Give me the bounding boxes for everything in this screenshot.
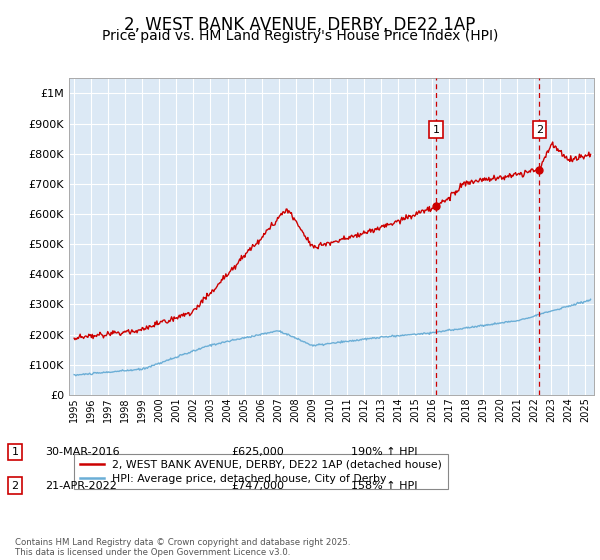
Text: 2: 2 [11, 480, 19, 491]
Text: £625,000: £625,000 [231, 447, 284, 457]
Text: 158% ↑ HPI: 158% ↑ HPI [351, 480, 418, 491]
Text: 1: 1 [11, 447, 19, 457]
Text: 30-MAR-2016: 30-MAR-2016 [45, 447, 119, 457]
Text: 190% ↑ HPI: 190% ↑ HPI [351, 447, 418, 457]
Text: 21-APR-2022: 21-APR-2022 [45, 480, 117, 491]
Text: £747,000: £747,000 [231, 480, 284, 491]
Text: 2: 2 [536, 125, 543, 134]
Text: 1: 1 [433, 125, 440, 134]
Legend: 2, WEST BANK AVENUE, DERBY, DE22 1AP (detached house), HPI: Average price, detac: 2, WEST BANK AVENUE, DERBY, DE22 1AP (de… [74, 454, 448, 489]
Text: Contains HM Land Registry data © Crown copyright and database right 2025.
This d: Contains HM Land Registry data © Crown c… [15, 538, 350, 557]
Text: 2, WEST BANK AVENUE, DERBY, DE22 1AP: 2, WEST BANK AVENUE, DERBY, DE22 1AP [124, 16, 476, 34]
Text: Price paid vs. HM Land Registry's House Price Index (HPI): Price paid vs. HM Land Registry's House … [102, 29, 498, 43]
